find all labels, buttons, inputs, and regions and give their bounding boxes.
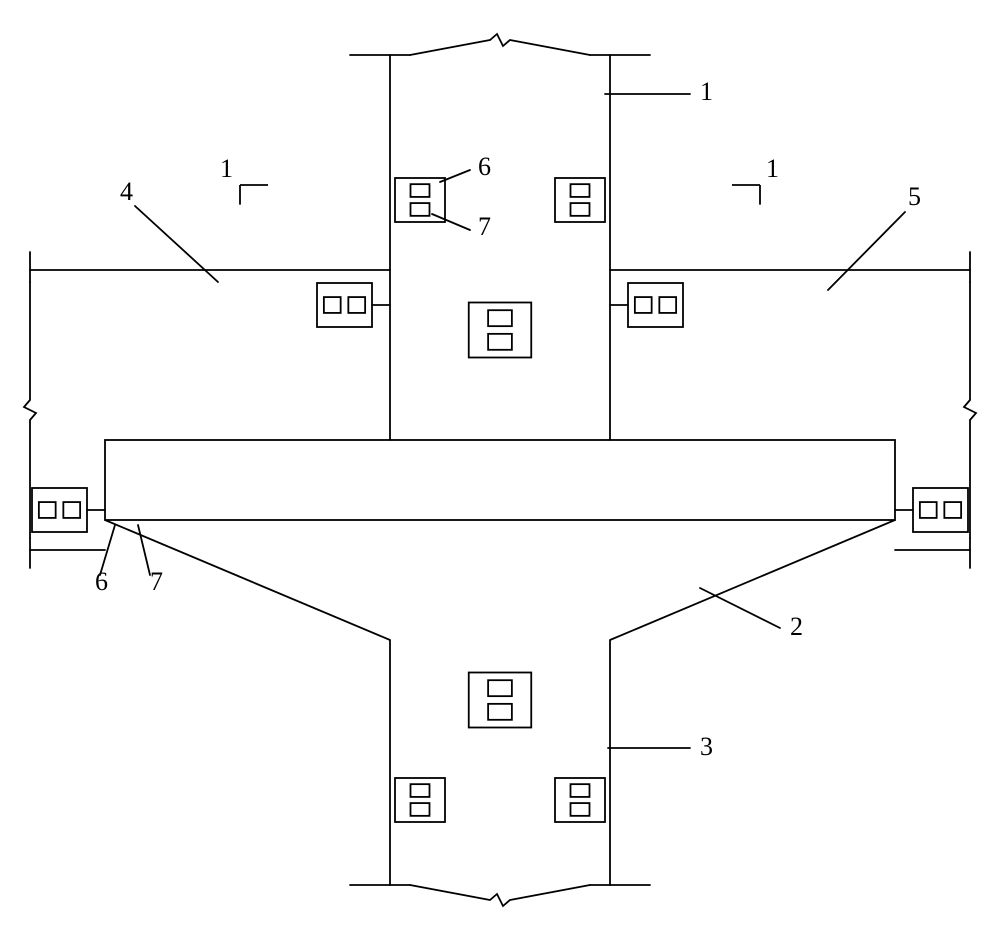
svg-text:5: 5 — [908, 182, 921, 211]
sensor-column — [469, 673, 532, 728]
sensor-column — [555, 178, 605, 222]
svg-text:4: 4 — [120, 177, 133, 206]
svg-text:1: 1 — [766, 154, 779, 183]
sensor-column — [555, 778, 605, 822]
svg-text:3: 3 — [700, 732, 713, 761]
sensor-column — [395, 778, 445, 822]
svg-text:6: 6 — [95, 567, 108, 596]
svg-text:7: 7 — [150, 567, 163, 596]
svg-text:1: 1 — [220, 154, 233, 183]
svg-text:1: 1 — [700, 77, 713, 106]
sensor-beam — [610, 283, 683, 327]
svg-text:7: 7 — [478, 212, 491, 241]
sensor-beam — [895, 488, 968, 532]
sensor-beam — [317, 283, 390, 327]
sensor-column — [469, 303, 532, 358]
svg-text:6: 6 — [478, 152, 491, 181]
svg-text:2: 2 — [790, 612, 803, 641]
sensor-beam — [32, 488, 105, 532]
